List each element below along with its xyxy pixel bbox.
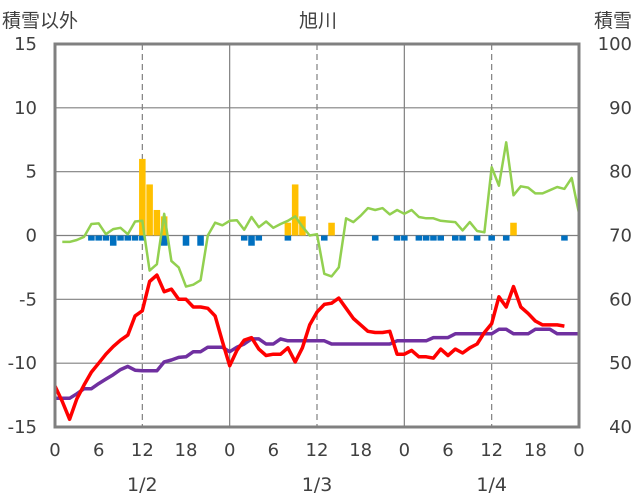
bar-negative [321,235,328,241]
x-tick-label: 0 [224,440,235,461]
bar-negative [502,235,510,241]
left-tick-label: 15 [14,34,37,55]
bar-negative [182,235,190,246]
x-tick-label: 0 [399,440,410,461]
bar-negative [160,235,168,246]
bar-negative [415,235,423,241]
bar-negative [488,235,495,241]
bar-negative [117,235,124,241]
purple-series-line [55,327,579,401]
bar-negative [430,235,437,241]
bar-negative [139,235,146,241]
day-label: 1/3 [302,474,333,496]
left-tick-label: -10 [8,353,37,374]
bar-negative [248,235,255,246]
right-tick-label: 40 [609,417,632,438]
x-tick-label: 12 [480,440,503,461]
plot-border [53,42,581,429]
bar-negative [284,235,292,241]
right-tick-label: 90 [609,98,632,119]
bar-negative [437,235,444,241]
left-axis-ticks: 15 10 5 0 -5 -10 -15 [8,34,37,438]
bar-positive [139,158,146,236]
bar-negative [371,235,379,241]
right-tick-label: 60 [609,289,632,310]
chart-title: 旭川 [299,10,337,32]
x-tick-label: 6 [268,440,279,461]
left-tick-label: 0 [26,226,37,247]
bar-negative [473,235,481,241]
x-tick-label: 6 [93,440,104,461]
bar-negative [459,235,466,241]
bar-negative [197,235,204,246]
left-tick-label: 5 [26,162,37,183]
x-tick-label: 0 [573,440,584,461]
bar-negative [422,235,430,241]
x-tick-label: 12 [306,440,329,461]
x-tick-label: 6 [442,440,453,461]
day-labels: 1/2 1/3 1/4 [127,474,507,496]
bar-negative [131,235,139,241]
left-tick-label: -15 [8,417,37,438]
bar-negative [109,235,117,246]
x-axis-ticks: 0 6 12 18 0 6 12 18 0 6 12 18 0 [49,440,584,461]
bar-negative [124,235,132,241]
bar-positive [284,222,292,236]
plot-frame [53,42,581,429]
bar-negative [255,235,263,241]
bar-negative [401,235,408,241]
red-series-line [53,273,565,422]
x-tick-label: 18 [175,440,198,461]
right-tick-label: 70 [609,226,632,247]
green-series-line [62,141,581,288]
right-tick-label: 100 [598,34,632,55]
bar-positive [510,222,517,236]
day-label: 1/2 [127,474,158,496]
bar-positive [160,216,168,236]
bar-negative [88,235,95,241]
lines [53,141,581,422]
left-tick-label: -5 [19,289,37,310]
right-tick-label: 80 [609,162,632,183]
bar-positive [153,209,161,236]
bar-positive [146,184,153,236]
left-tick-label: 10 [14,98,37,119]
right-axis-title: 積雪 [594,10,632,32]
bar-negative [561,235,568,241]
x-tick-label: 18 [349,440,372,461]
left-axis-title: 積雪以外 [2,10,78,32]
right-axis-ticks: 100 90 80 70 60 50 40 [598,34,632,438]
x-tick-label: 18 [524,440,547,461]
bar-negative [452,235,459,241]
bar-negative [102,235,110,241]
x-tick-label: 0 [49,440,60,461]
bar-negative [393,235,401,241]
bar-negative [240,235,248,241]
x-tick-label: 12 [131,440,154,461]
day-label: 1/4 [476,474,507,496]
bar-positive [291,184,299,236]
right-tick-label: 50 [609,353,632,374]
bar-positive [328,222,335,236]
bar-negative [95,235,102,241]
